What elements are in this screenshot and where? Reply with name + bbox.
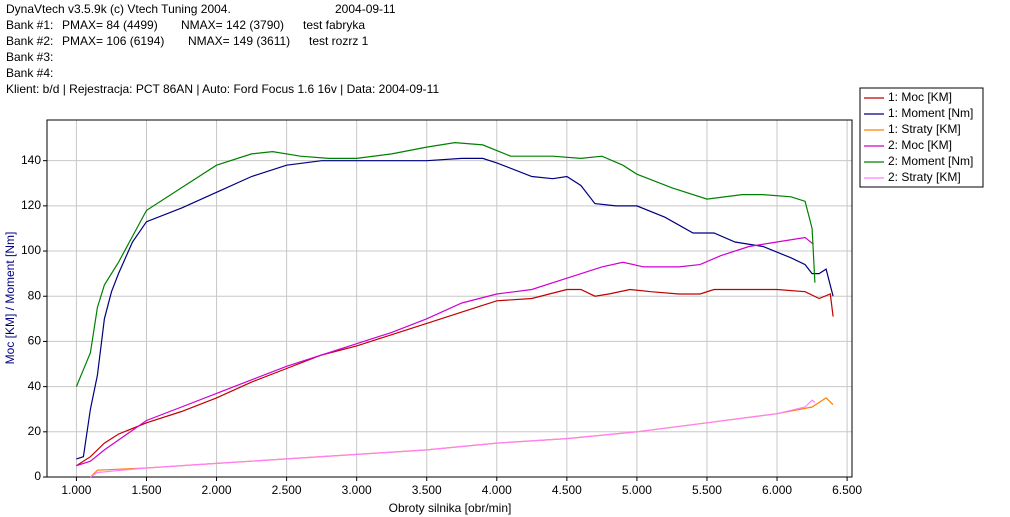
bank-nmax: NMAX= 149 (3611) (188, 34, 290, 48)
y-tick-label: 60 (28, 334, 42, 348)
client: Klient: b/d | Rejestracja: PCT 86AN | Au… (6, 82, 439, 96)
legend-box (859, 87, 984, 188)
legend-label: 2: Moment [Nm] (888, 154, 973, 168)
series-line (76, 288, 834, 467)
x-tick-label: 5.500 (692, 483, 722, 497)
plot-frame (46, 119, 853, 478)
x-tick-label: 1.500 (131, 483, 161, 497)
date: 2004-09-11 (335, 2, 396, 16)
bank-label: Bank #1: (6, 18, 53, 32)
series-line (90, 399, 816, 478)
bank-label: Bank #4: (6, 66, 53, 80)
x-tick-label: 3.500 (412, 483, 442, 497)
legend-label: 2: Straty [KM] (888, 170, 961, 184)
y-tick-label: 80 (28, 288, 42, 302)
bank-pmax: PMAX= 84 (4499) (62, 18, 158, 32)
x-tick-label: 4.000 (482, 483, 512, 497)
x-tick-label: 6.000 (762, 483, 792, 497)
bank-pmax: PMAX= 106 (6194) (62, 34, 164, 48)
y-tick-label: 140 (21, 153, 41, 167)
bank-label: Bank #2: (6, 34, 53, 48)
legend-label: 2: Moc [KM] (888, 138, 952, 152)
y-tick-label: 120 (21, 198, 41, 212)
program: DynaVtech v3.5.9k (c) Vtech Tuning 2004. (6, 2, 231, 16)
x-tick-label: 2.500 (272, 483, 302, 497)
x-tick-label: 6.500 (832, 483, 862, 497)
y-tick-label: 100 (21, 243, 41, 257)
bank-label: Bank #3: (6, 50, 53, 64)
bank-note: test rozrz 1 (309, 34, 369, 48)
x-tick-label: 3.000 (342, 483, 372, 497)
y-tick-label: 0 (34, 469, 41, 483)
x-tick-label: 4.500 (552, 483, 582, 497)
series-line (75, 141, 816, 387)
x-tick-label: 1.000 (61, 483, 91, 497)
y-tick-label: 40 (28, 379, 42, 393)
legend-label: 1: Moment [Nm] (888, 106, 973, 120)
legend-label: 1: Moc [KM] (888, 90, 952, 104)
bank-nmax: NMAX= 142 (3790) (181, 18, 284, 32)
legend-label: 1: Straty [KM] (888, 122, 961, 136)
series-line (76, 236, 814, 467)
series-line (76, 157, 834, 460)
y-axis-label: Moc [KM] / Moment [Nm] (3, 232, 17, 365)
y-tick-label: 20 (28, 424, 42, 438)
x-tick-label: 5.000 (622, 483, 652, 497)
x-tick-label: 2.000 (202, 483, 232, 497)
bank-note: test fabryka (303, 18, 365, 32)
x-axis-label: Obroty silnika [obr/min] (389, 501, 512, 515)
